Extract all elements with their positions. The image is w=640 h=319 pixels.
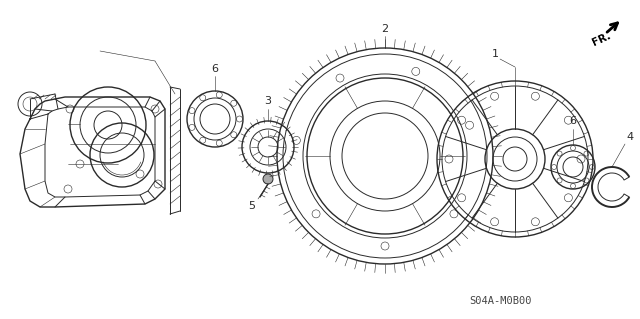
Circle shape — [263, 174, 273, 184]
Text: S04A-M0B00: S04A-M0B00 — [468, 296, 531, 306]
Text: 6: 6 — [570, 116, 577, 126]
Text: FR.: FR. — [591, 30, 612, 48]
Text: 3: 3 — [264, 96, 271, 106]
Text: 1: 1 — [492, 49, 499, 59]
Text: 4: 4 — [627, 132, 634, 142]
Text: 2: 2 — [381, 24, 388, 34]
Text: 5: 5 — [248, 201, 255, 211]
Text: 6: 6 — [211, 64, 218, 74]
